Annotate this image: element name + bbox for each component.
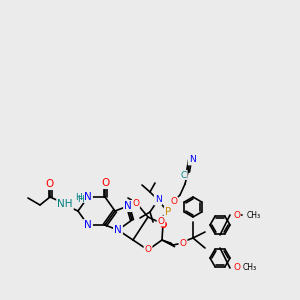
Text: N: N [84,192,92,202]
Polygon shape [162,240,175,247]
Text: O: O [233,263,240,272]
Text: N: N [124,201,132,211]
Text: N: N [84,220,92,230]
Text: CH₃: CH₃ [243,263,257,272]
Text: CH₃: CH₃ [247,211,261,220]
Text: P: P [165,207,171,217]
Text: O: O [158,217,164,226]
Text: N: N [154,196,161,205]
Text: O: O [101,178,109,188]
Text: H: H [76,193,82,202]
Text: O: O [170,197,178,206]
Text: O: O [133,200,140,208]
Text: N: N [114,225,122,235]
Text: O: O [46,179,54,189]
Text: H: H [78,196,84,205]
Text: O: O [233,211,240,220]
Text: C: C [181,170,187,179]
Text: NH: NH [57,199,73,209]
Text: O: O [145,245,152,254]
Text: N: N [189,155,195,164]
Text: O: O [179,238,187,247]
